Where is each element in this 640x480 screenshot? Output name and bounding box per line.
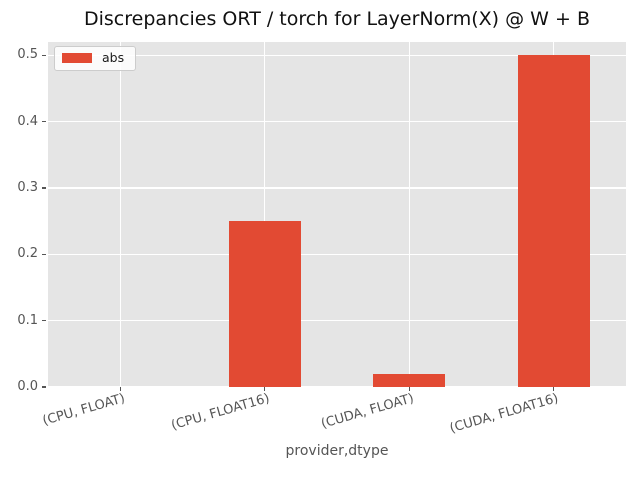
bar-(CPU, FLOAT16) bbox=[228, 221, 301, 387]
y-tick-label: 0.0 bbox=[17, 379, 38, 394]
x-tick-mark bbox=[553, 387, 555, 391]
x-tick-label: (CUDA, FLOAT16) bbox=[448, 391, 561, 437]
x-tick-mark bbox=[264, 387, 266, 391]
gridline-horizontal bbox=[48, 320, 626, 322]
y-tick-label: 0.5 bbox=[17, 47, 38, 63]
y-tick-mark bbox=[42, 187, 46, 189]
y-tick-mark bbox=[42, 54, 46, 56]
y-tick-mark bbox=[42, 386, 46, 388]
gridline-horizontal bbox=[48, 54, 626, 56]
x-tick-label: (CPU, FLOAT16) bbox=[169, 391, 272, 434]
y-tick-label: 0.2 bbox=[17, 246, 38, 262]
gridline-vertical bbox=[119, 42, 121, 387]
x-axis-title: provider,dtype bbox=[285, 443, 389, 459]
gridline-vertical bbox=[264, 42, 266, 387]
y-tick-label: 0.4 bbox=[17, 113, 38, 129]
x-tick-mark bbox=[119, 387, 121, 391]
y-tick-mark bbox=[42, 253, 46, 255]
plot-area: abs bbox=[48, 42, 626, 388]
chart-title: Discrepancies ORT / torch for LayerNorm(… bbox=[84, 8, 590, 30]
gridline-horizontal bbox=[48, 187, 626, 189]
y-tick-label: 0.3 bbox=[17, 179, 38, 195]
bar-(CUDA, FLOAT) bbox=[373, 373, 446, 387]
legend-swatch bbox=[62, 53, 92, 64]
bar-(CUDA, FLOAT16) bbox=[517, 55, 590, 387]
y-tick-mark bbox=[42, 320, 46, 322]
y-tick-label: 0.1 bbox=[17, 312, 38, 328]
gridline-horizontal bbox=[48, 121, 626, 123]
legend-label: abs bbox=[102, 50, 125, 65]
gridline-horizontal bbox=[48, 253, 626, 255]
gridline-vertical bbox=[408, 42, 410, 387]
y-tick-mark bbox=[42, 121, 46, 123]
legend: abs bbox=[54, 46, 137, 71]
x-tick-label: (CUDA, FLOAT) bbox=[319, 391, 417, 432]
gridline-horizontal bbox=[48, 386, 626, 388]
x-tick-mark bbox=[408, 387, 410, 391]
x-tick-label: (CPU, FLOAT) bbox=[41, 391, 128, 429]
